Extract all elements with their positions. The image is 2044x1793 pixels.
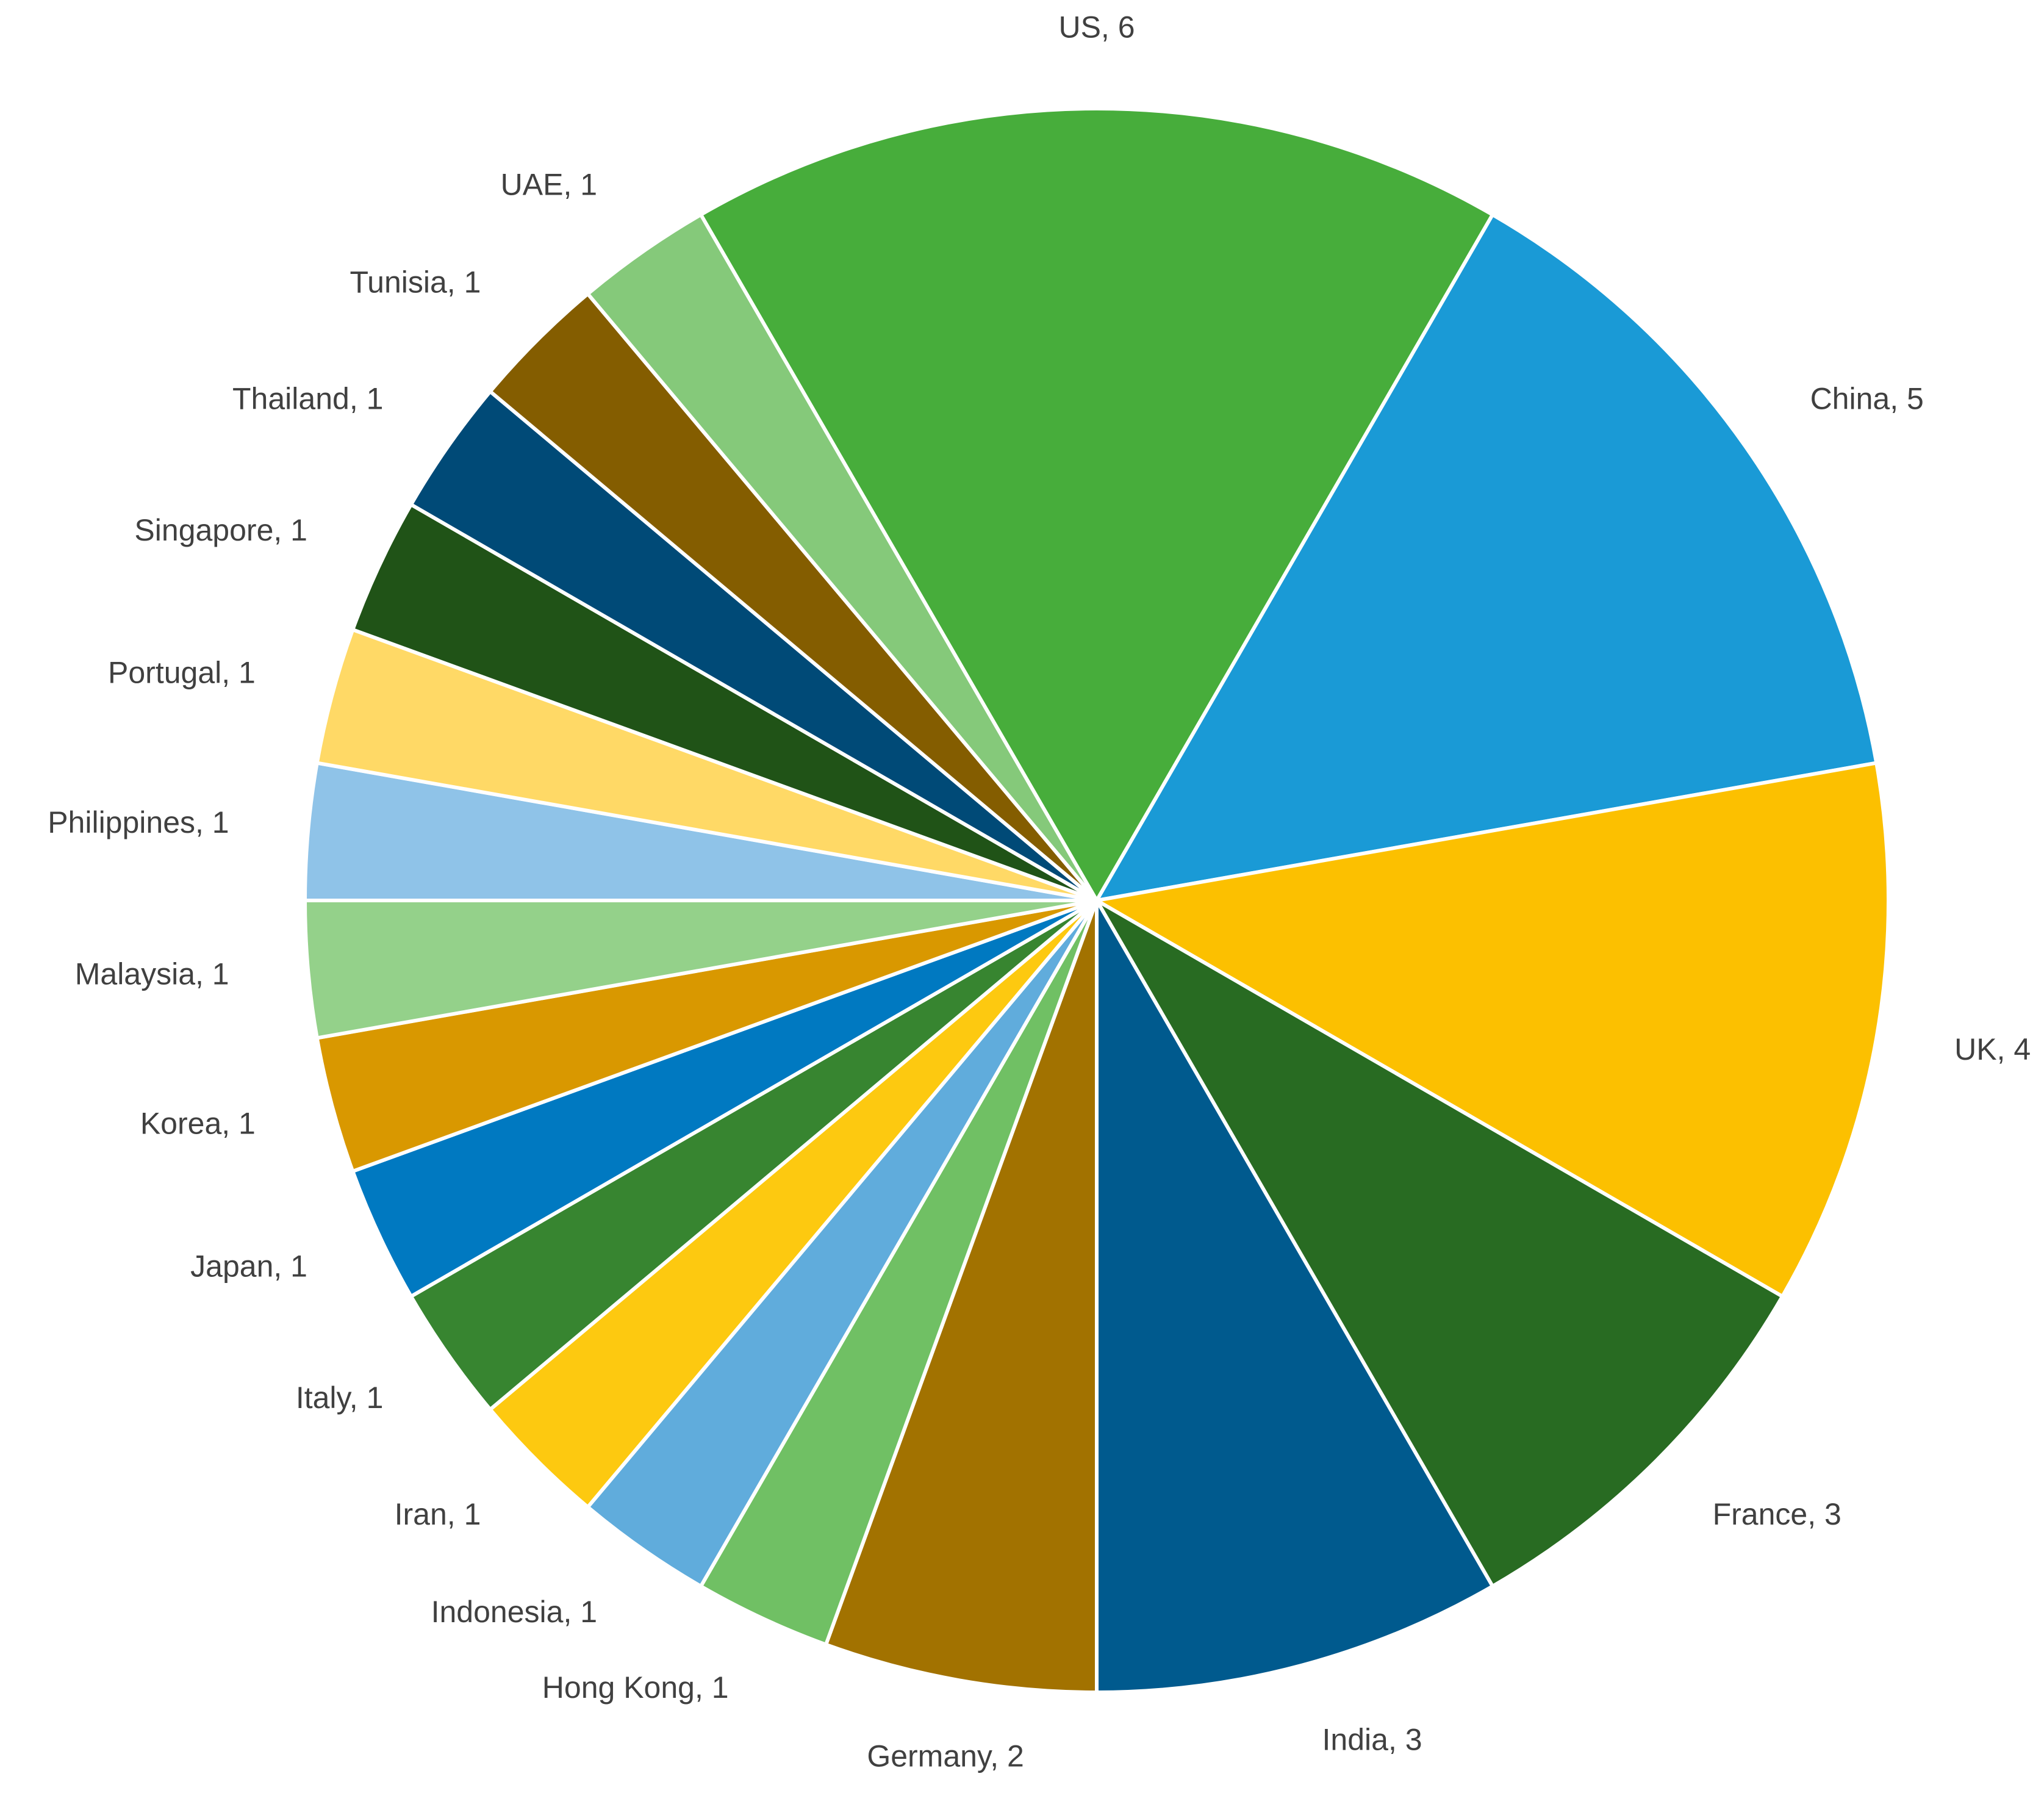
- pie-slice: [1095, 899, 1494, 1694]
- pie-slice: [699, 107, 1494, 902]
- data-label: Germany, 2: [867, 1739, 1024, 1773]
- data-label: Iran, 1: [395, 1497, 481, 1531]
- data-label: China, 5: [1810, 381, 1924, 415]
- data-label: France, 3: [1713, 1497, 1841, 1531]
- data-label: Philippines, 1: [48, 805, 229, 839]
- data-label: Italy, 1: [296, 1381, 384, 1415]
- data-label: Portugal, 1: [108, 656, 256, 690]
- data-label: Singapore, 1: [134, 513, 307, 547]
- pie-slice: [1095, 761, 1890, 1298]
- pie-slice: [1095, 212, 1879, 902]
- data-label: Hong Kong, 1: [542, 1670, 729, 1705]
- data-label: Japan, 1: [190, 1249, 307, 1284]
- data-label: UK, 4: [1954, 1032, 2031, 1066]
- pie-slice: [586, 212, 1099, 902]
- data-label: Tunisia, 1: [350, 265, 481, 300]
- data-label: Indonesia, 1: [431, 1595, 597, 1629]
- data-label: US, 6: [1058, 10, 1135, 44]
- data-label: Korea, 1: [140, 1107, 256, 1141]
- data-label: Thailand, 1: [232, 381, 383, 415]
- pie-slice: [1095, 899, 1785, 1589]
- pie-slice: [824, 899, 1099, 1694]
- data-label: UAE, 1: [501, 168, 597, 202]
- data-label: India, 3: [1322, 1722, 1422, 1756]
- data-label: Malaysia, 1: [75, 957, 229, 991]
